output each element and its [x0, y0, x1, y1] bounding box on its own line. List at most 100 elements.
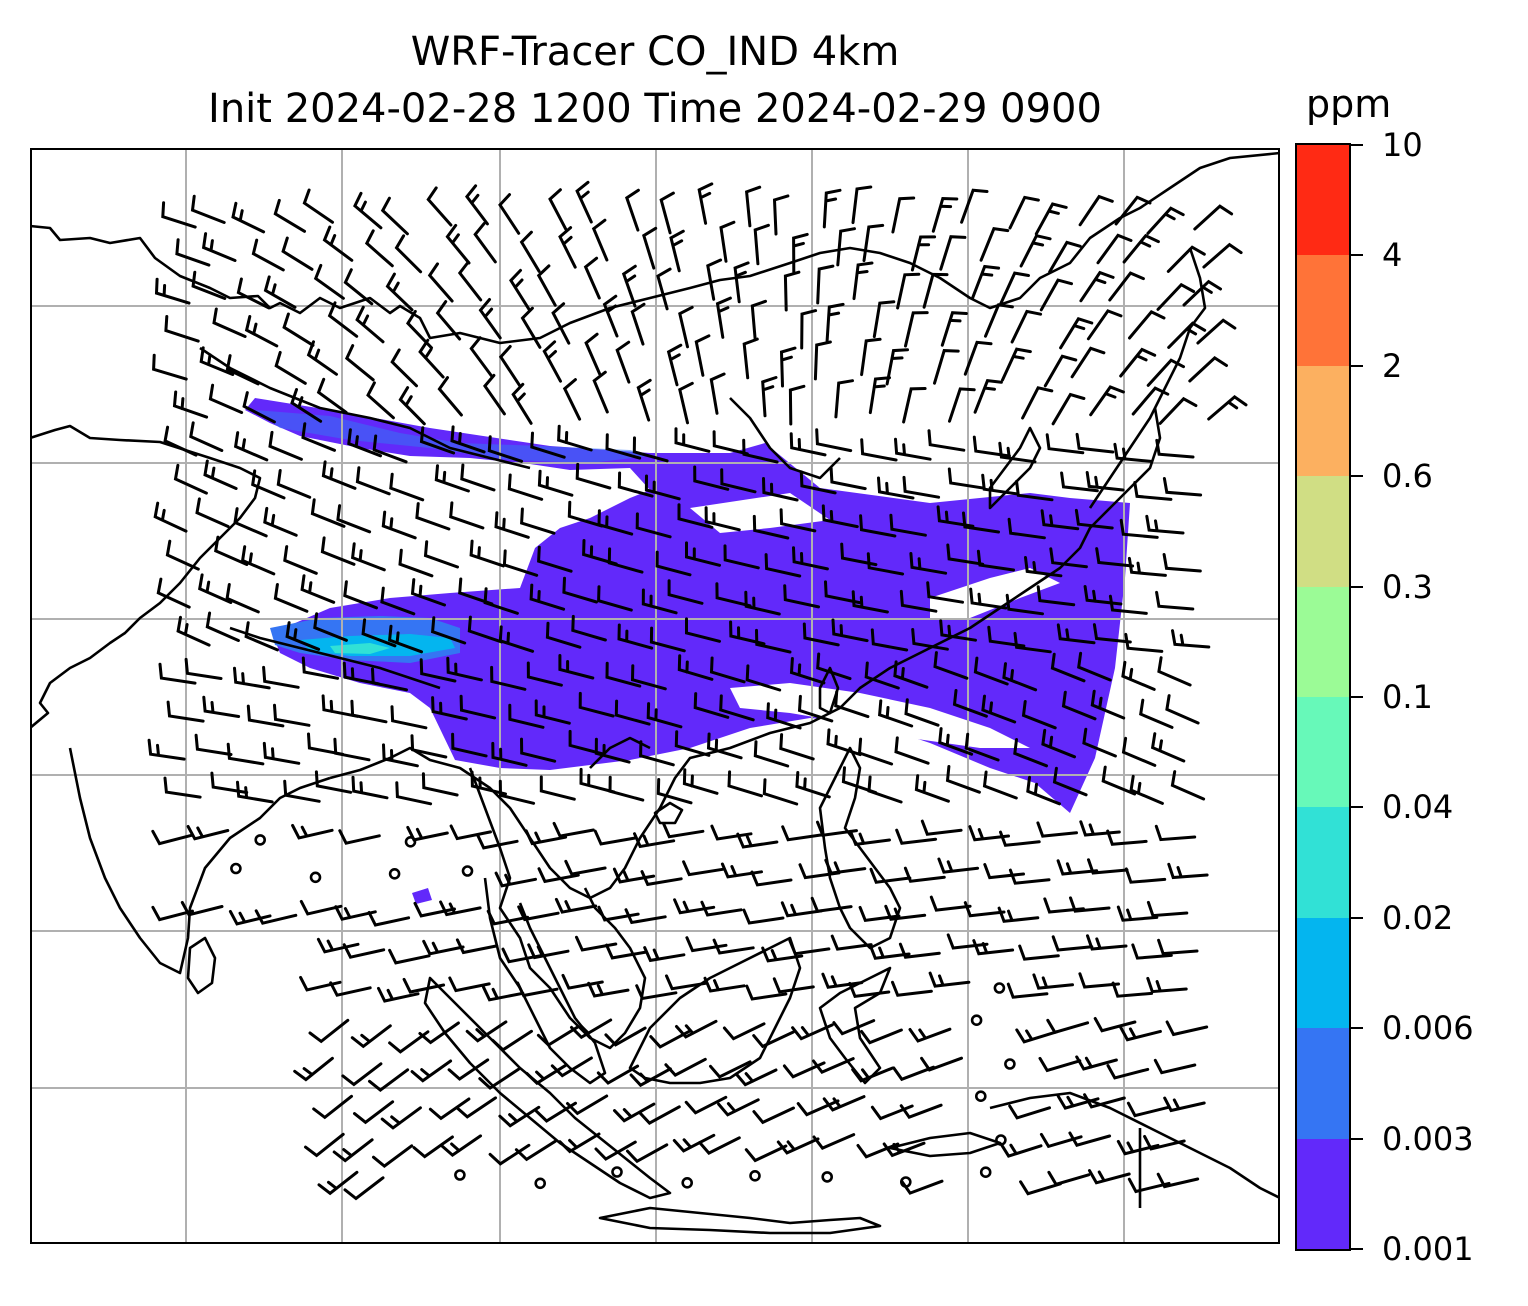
wind-barb — [251, 238, 285, 272]
wind-barb — [852, 261, 874, 301]
calm-wind-circle — [821, 1171, 834, 1183]
wind-barb — [1077, 651, 1112, 682]
wind-barb — [729, 620, 766, 646]
wind-barb — [674, 427, 711, 453]
wind-barb — [884, 904, 927, 921]
wind-barb — [626, 1143, 669, 1164]
wind-barb — [1075, 432, 1115, 454]
wind-barb — [301, 656, 340, 680]
wind-barb — [649, 626, 686, 653]
wind-barb — [302, 188, 334, 224]
wind-barb — [1207, 395, 1248, 421]
coast-new-guinea — [989, 1091, 1280, 1200]
wind-barb — [685, 617, 721, 643]
wind-barb — [960, 188, 989, 224]
wind-barb — [1038, 1056, 1082, 1073]
coast-japan — [1088, 247, 1207, 509]
wind-barb — [656, 778, 693, 805]
wind-barb — [722, 1022, 766, 1041]
wind-barb — [1061, 690, 1097, 721]
wind-barb — [1150, 732, 1186, 763]
wind-barb — [501, 947, 544, 964]
wind-barb — [983, 863, 1025, 880]
wind-barb — [789, 657, 826, 685]
wind-barb — [570, 1018, 613, 1040]
wind-barb — [782, 1061, 826, 1079]
wind-barb — [781, 825, 824, 842]
colorbar-unit: ppm — [1306, 82, 1392, 126]
wind-barb — [273, 198, 306, 233]
wind-barb — [709, 656, 746, 684]
wind-barb — [465, 1020, 508, 1043]
wind-barb — [860, 1028, 903, 1045]
coast-india-west — [30, 424, 262, 729]
wind-barb — [656, 267, 672, 311]
wind-barb — [605, 943, 648, 960]
wind-barb — [244, 315, 279, 348]
wind-barb — [151, 829, 194, 846]
wind-barb — [1146, 976, 1188, 994]
wind-barb — [641, 588, 678, 615]
wind-barb — [678, 381, 694, 425]
wind-barb — [783, 584, 820, 609]
wind-barb — [1127, 1177, 1171, 1194]
wind-barb — [1139, 698, 1174, 729]
wind-barb — [552, 821, 595, 838]
wind-barb — [246, 704, 285, 728]
wind-barb — [520, 306, 542, 349]
wind-barb — [655, 550, 692, 577]
colorbar-tick — [1351, 585, 1363, 588]
wind-barb — [1157, 938, 1199, 956]
wind-barb — [1006, 982, 1049, 999]
wind-barb — [891, 196, 916, 234]
wind-barb — [1116, 1139, 1160, 1156]
wind-barb — [776, 1137, 820, 1155]
wind-barb — [1155, 590, 1195, 611]
wind-barb — [1162, 477, 1203, 497]
wind-barb — [816, 264, 835, 305]
wind-barb — [868, 376, 891, 415]
wind-barb — [418, 1021, 460, 1045]
wind-barb — [350, 542, 386, 572]
wind-barb — [300, 574, 336, 604]
wind-barb — [551, 302, 571, 345]
wind-barb — [596, 1064, 640, 1085]
wind-barb — [467, 615, 504, 644]
wind-barb — [904, 311, 929, 348]
map-title-line-1: WRF-Tracer CO_IND 4km — [410, 29, 900, 75]
wind-barb — [163, 776, 202, 799]
wind-barb — [1157, 656, 1192, 687]
wind-barb — [860, 337, 882, 377]
wind-barb — [567, 500, 604, 528]
colorbar-segment — [1297, 475, 1349, 587]
wind-barb — [891, 980, 933, 997]
wind-barb — [166, 700, 205, 723]
wind-barb — [755, 628, 792, 654]
wind-barb — [165, 539, 200, 571]
wind-barb — [1119, 518, 1159, 539]
wind-barb — [542, 340, 562, 383]
wind-barb — [508, 703, 545, 729]
wind-barb — [973, 656, 1009, 686]
wind-barb — [353, 191, 383, 230]
map-canvas — [30, 148, 1280, 1244]
wind-barb — [347, 428, 382, 458]
coast-borneo — [628, 936, 802, 1085]
colorbar-tick — [1351, 916, 1363, 919]
wind-barb — [712, 938, 755, 955]
wind-barb — [762, 477, 799, 502]
wind-barb — [682, 768, 719, 795]
wind-barb — [322, 225, 354, 262]
wind-barb — [449, 501, 485, 530]
wind-barb — [344, 344, 375, 382]
wind-barb — [341, 1062, 383, 1087]
wind-barb — [163, 425, 198, 457]
wind-barb — [431, 696, 468, 721]
wind-barb — [1156, 1172, 1200, 1189]
wind-barb — [971, 264, 1001, 300]
wind-barb — [717, 1098, 760, 1117]
wind-barb — [745, 664, 782, 692]
wind-barb — [816, 820, 858, 837]
wind-barb — [872, 300, 896, 339]
coast-indochina — [468, 767, 647, 1050]
